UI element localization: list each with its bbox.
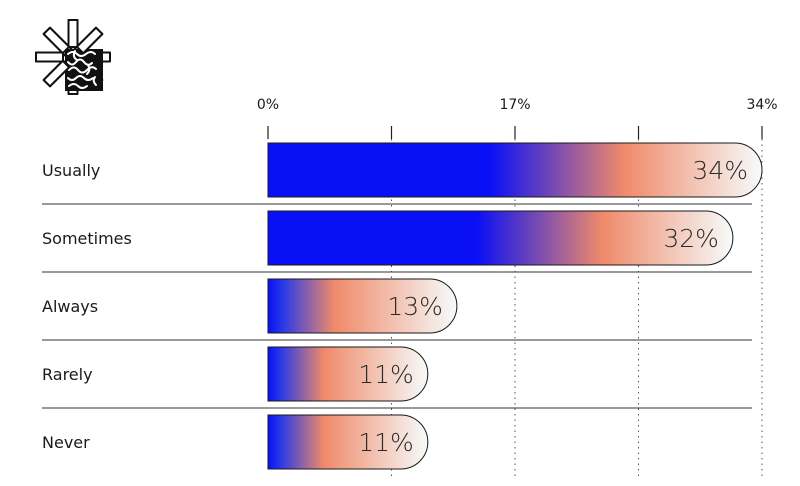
value-label: 32% — [663, 224, 719, 253]
category-label: Rarely — [42, 365, 93, 384]
x-axis: 0% 17% 34% — [257, 97, 778, 139]
category-label: Always — [42, 297, 98, 316]
value-label: 34% — [692, 156, 748, 185]
bar — [267, 142, 763, 198]
x-tick-label: 0% — [257, 97, 279, 113]
category-labels: Usually Sometimes Always Rarely Never — [42, 161, 752, 452]
bar — [267, 346, 429, 402]
category-label: Sometimes — [42, 229, 132, 248]
asterisk-logo-icon — [35, 19, 111, 95]
bar — [267, 414, 429, 470]
bars: 34% 32% 13% 11% 11% — [267, 142, 763, 470]
x-tick-label: 17% — [499, 97, 530, 113]
value-label: 11% — [358, 360, 414, 389]
category-label: Usually — [42, 161, 100, 180]
category-label: Never — [42, 433, 90, 452]
x-tick-label: 34% — [746, 97, 777, 113]
value-label: 13% — [387, 292, 443, 321]
bar — [267, 278, 458, 334]
value-label: 11% — [358, 428, 414, 457]
bar — [267, 210, 734, 266]
